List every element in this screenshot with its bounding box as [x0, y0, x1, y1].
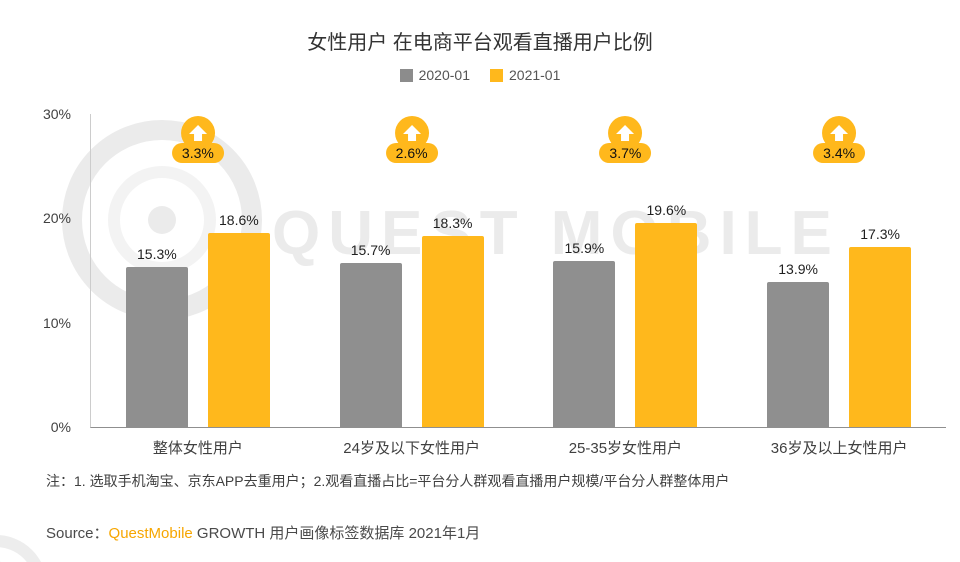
bar-group: 2.6% 15.7% 18.3% 24岁及以下女性用户 [305, 114, 519, 457]
bar-2020-01 [125, 267, 188, 427]
bar-column: 17.3% [849, 226, 912, 427]
legend-label: 2021-01 [509, 67, 561, 83]
plot-area: 3.3% 15.3% 18.6% 整体女性用户 2.6% 15.7% 18.3% 24岁及以下… [91, 114, 946, 457]
bar-group: 3.3% 15.3% 18.6% 整体女性用户 [91, 114, 305, 457]
bar-2021-01 [421, 236, 484, 427]
bar-pair: 15.9% 19.6% [553, 202, 698, 427]
legend-item: 2021-01 [490, 67, 560, 83]
source-prefix: Source： [46, 525, 109, 542]
watermark-text: QUEST MOBILE [272, 199, 840, 268]
bar-value-label: 18.6% [219, 212, 259, 228]
legend-swatch [490, 68, 503, 82]
bar-column: 18.3% [421, 215, 484, 427]
bar-group: 3.7% 15.9% 19.6% 25-35岁女性用户 [519, 114, 733, 457]
growth-badge: 3.7% [599, 116, 652, 163]
growth-badge: 3.3% [171, 116, 224, 163]
source-brand: QuestMobile [108, 525, 193, 542]
growth-badge: 3.4% [813, 116, 866, 163]
bar-value-label: 13.9% [778, 261, 818, 277]
bar-group: 3.4% 13.9% 17.3% 36岁及以上女性用户 [732, 114, 946, 457]
bar-value-label: 15.7% [350, 242, 391, 258]
category-label: 25-35岁女性用户 [568, 440, 683, 457]
legend: 2020-01 2021-01 [0, 67, 960, 83]
bar-column: 15.3% [125, 246, 188, 427]
bar-pair: 15.7% 18.3% [339, 215, 484, 427]
category-label: 整体女性用户 [152, 440, 243, 457]
growth-badge: 2.6% [385, 116, 438, 163]
bar-2020-01 [553, 261, 616, 427]
growth-value: 3.7% [599, 143, 652, 163]
bar-2021-01 [849, 247, 912, 427]
bar-value-label: 15.9% [564, 240, 605, 256]
bar-2020-01 [339, 263, 402, 427]
category-label: 24岁及以下女性用户 [343, 440, 480, 457]
bar-value-label: 19.6% [646, 202, 687, 218]
bar-column: 15.7% [339, 242, 402, 427]
legend-item: 2020-01 [399, 67, 470, 83]
growth-value: 2.6% [385, 143, 438, 163]
source-line: Source：QuestMobile GROWTH 用户画像标签数据库 2021… [46, 522, 480, 543]
y-axis-label: 0% [50, 419, 71, 435]
y-axis-label: 10% [42, 314, 71, 331]
bar-column: 18.6% [207, 212, 270, 427]
growth-value: 3.3% [171, 143, 224, 163]
bar-2021-01 [635, 223, 698, 427]
bar-column: 19.6% [635, 202, 698, 427]
note-text: 注：1. 选取手机淘宝、京东APP去重用户；2.观看直播占比=平台分人群观看直播… [46, 473, 730, 489]
legend-label: 2020-01 [418, 67, 470, 83]
bar-column: 15.9% [553, 240, 616, 427]
bar-column: 13.9% [767, 261, 830, 427]
y-axis-label: 20% [42, 210, 71, 227]
growth-value: 3.4% [813, 143, 866, 163]
bar-2020-01 [767, 282, 830, 427]
legend-swatch [399, 68, 413, 82]
chart-title: 女性用户 在电商平台观看直播用户比例 [307, 32, 653, 54]
category-label: 36岁及以上女性用户 [770, 440, 908, 457]
bar-pair: 15.3% 18.6% [125, 212, 270, 427]
y-axis: 0% 10% 20% 30% [1, 106, 83, 435]
bar-chart: 0% 10% 20% 30% 3.3% 15.3% 18.6% 整体女性用户 2.6% 15.7… [43, 106, 946, 457]
source-rest: GROWTH 用户画像标签数据库 2021年1月 [192, 525, 481, 542]
bar-value-label: 17.3% [860, 226, 900, 242]
bar-value-label: 18.3% [432, 215, 473, 231]
y-axis-label: 30% [42, 106, 71, 122]
bar-value-label: 15.3% [137, 246, 177, 262]
bar-pair: 13.9% 17.3% [767, 226, 912, 427]
bar-2021-01 [207, 233, 270, 427]
